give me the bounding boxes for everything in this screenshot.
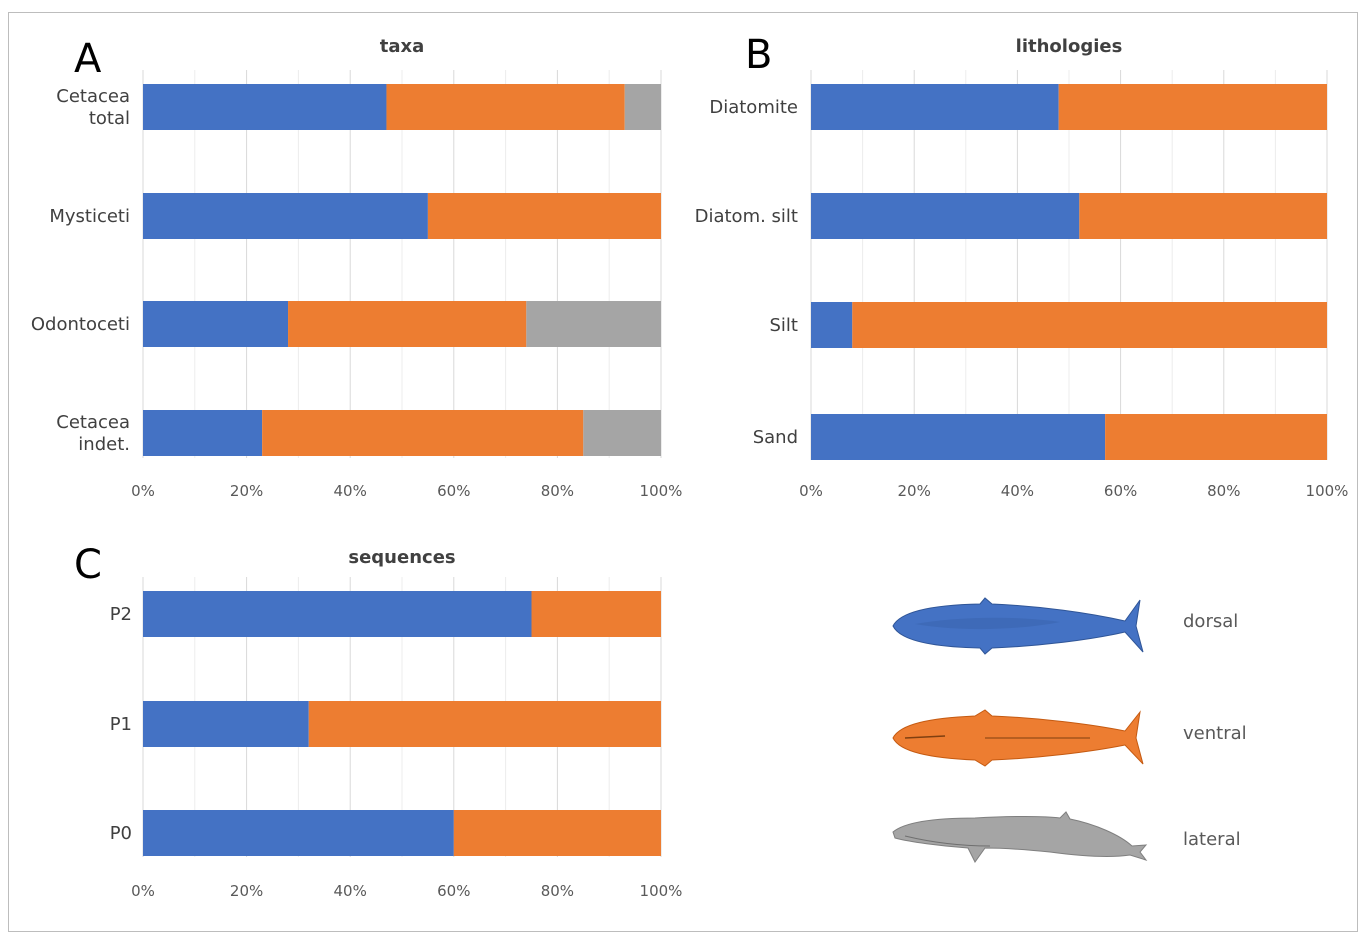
category-label: P0 — [110, 823, 132, 844]
x-tick-label: 20% — [230, 482, 263, 500]
x-tick-label: 100% — [1306, 482, 1349, 500]
x-tick-label: 40% — [334, 882, 367, 900]
panel-letter: B — [745, 32, 772, 78]
category-label-line: Cetacea — [56, 86, 130, 107]
bar-dorsal — [143, 84, 387, 130]
bar-dorsal — [811, 193, 1080, 239]
x-tick-label: 20% — [898, 482, 931, 500]
whale-dorsal-icon — [892, 597, 1144, 655]
category-label: Diatom. silt — [695, 206, 798, 227]
x-tick-label: 100% — [640, 882, 683, 900]
bar-ventral — [453, 810, 661, 856]
legend-label-lateral: lateral — [1183, 829, 1241, 850]
x-tick-label: 0% — [799, 482, 823, 500]
bar-ventral — [1058, 84, 1327, 130]
x-tick-label: 60% — [1104, 482, 1137, 500]
whale-ventral-icon — [892, 709, 1144, 767]
x-tick-label: 60% — [437, 882, 470, 900]
x-tick-label: 80% — [541, 882, 574, 900]
bar-dorsal — [811, 302, 853, 348]
chart-title: taxa — [380, 36, 425, 57]
category-label-line: Diatom. silt — [695, 206, 798, 227]
bar-ventral — [262, 410, 584, 456]
bar-ventral — [427, 193, 661, 239]
bar-ventral — [852, 302, 1327, 348]
chart-title: sequences — [348, 547, 455, 568]
category-label: Mysticeti — [49, 206, 130, 227]
x-tick-label: 80% — [1207, 482, 1240, 500]
x-tick-label: 0% — [131, 882, 155, 900]
bar-ventral — [386, 84, 625, 130]
category-label-line: P2 — [110, 604, 132, 625]
legend: dorsal ventral lateral — [892, 597, 1247, 863]
category-label-line: Sand — [753, 427, 798, 448]
bar-lateral — [583, 410, 661, 456]
panel-letter: A — [74, 36, 102, 82]
category-label: Diatomite — [709, 97, 798, 118]
category-label-line: Diatomite — [709, 97, 798, 118]
category-label: Sand — [753, 427, 798, 448]
bar-lateral — [624, 84, 661, 130]
category-label-line: indet. — [78, 434, 130, 455]
category-label-line: Silt — [770, 315, 799, 336]
bar-dorsal — [811, 84, 1059, 130]
category-label-line: total — [89, 108, 130, 129]
x-tick-label: 0% — [131, 482, 155, 500]
legend-label-dorsal: dorsal — [1183, 611, 1238, 632]
category-label: Cetacea indet. — [56, 412, 130, 455]
bar-ventral — [1105, 414, 1327, 460]
category-label: Odontoceti — [31, 314, 130, 335]
x-tick-label: 40% — [1001, 482, 1034, 500]
category-label: Silt — [770, 315, 799, 336]
bar-dorsal — [143, 193, 428, 239]
bar-ventral — [288, 301, 527, 347]
figure-frame — [8, 12, 1358, 932]
category-label: P2 — [110, 604, 132, 625]
chart-title: lithologies — [1016, 36, 1123, 57]
bar-lateral — [526, 301, 661, 347]
bar-dorsal — [143, 301, 289, 347]
bar-ventral — [308, 701, 661, 747]
panel-letter: C — [74, 542, 102, 588]
bar-dorsal — [143, 591, 532, 637]
legend-label-ventral: ventral — [1183, 723, 1247, 744]
whale-lateral-icon — [892, 811, 1148, 863]
category-label-line: Cetacea — [56, 412, 130, 433]
x-tick-label: 80% — [541, 482, 574, 500]
x-tick-label: 100% — [640, 482, 683, 500]
category-label-line: Odontoceti — [31, 314, 130, 335]
bar-dorsal — [143, 810, 454, 856]
x-tick-label: 40% — [334, 482, 367, 500]
bar-dorsal — [143, 410, 263, 456]
category-label: P1 — [110, 714, 132, 735]
x-tick-label: 60% — [437, 482, 470, 500]
category-label-line: Mysticeti — [49, 206, 130, 227]
category-label-line: P0 — [110, 823, 132, 844]
bar-ventral — [1079, 193, 1327, 239]
bar-dorsal — [143, 701, 309, 747]
x-tick-label: 20% — [230, 882, 263, 900]
bar-dorsal — [811, 414, 1106, 460]
bar-ventral — [531, 591, 661, 637]
category-label: Cetacea total — [56, 86, 130, 129]
category-label-line: P1 — [110, 714, 132, 735]
